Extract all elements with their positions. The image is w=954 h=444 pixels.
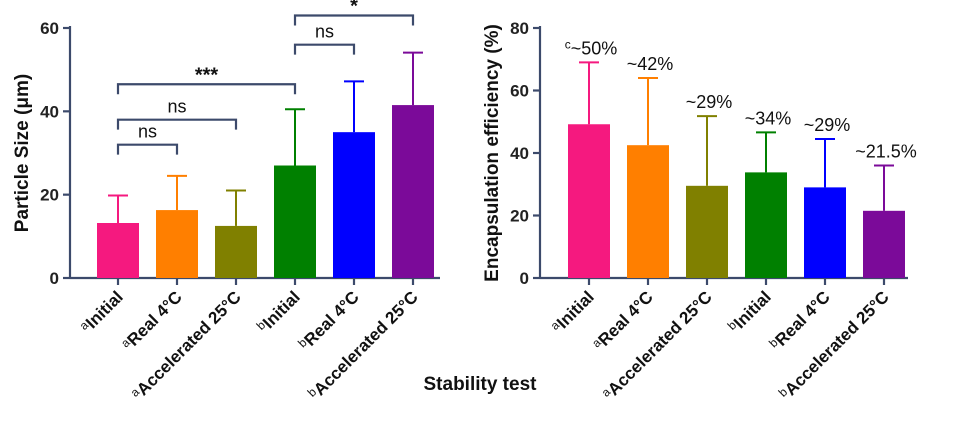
x-tick-label-text: Accelerated 25°C [604, 287, 716, 399]
y-tick-label: 0 [520, 269, 529, 288]
y-tick-label: 20 [40, 186, 59, 205]
data-label-superscript: c [565, 37, 571, 51]
x-tick-label-text: Initial [259, 287, 304, 332]
data-label-text: ~29% [804, 115, 851, 135]
bar [627, 145, 669, 278]
significance-bracket [293, 14, 415, 26]
y-tick-label: 20 [510, 207, 529, 226]
bar [804, 187, 846, 278]
data-label-text: ~50% [571, 38, 618, 58]
y-tick-label: 0 [50, 269, 59, 288]
x-tick-label-text: Initial [82, 287, 127, 332]
significance-label: ns [315, 22, 334, 42]
data-label-text: ~29% [686, 92, 733, 112]
data-label-text: ~21.5% [855, 142, 917, 162]
significance-label: *** [195, 64, 219, 86]
y-tick-label: 40 [40, 102, 59, 121]
data-label: ~29% [804, 115, 851, 135]
bar [156, 210, 198, 278]
significance-bracket [293, 43, 356, 55]
x-axis-title: Stability test [423, 374, 537, 395]
bar [392, 105, 434, 278]
x-tick-label-text: Initial [553, 287, 598, 332]
x-tick-label-text: Real 4°C [594, 287, 656, 349]
significance-bracket [116, 143, 179, 155]
significance-bracket [116, 118, 238, 130]
x-tick-label-text: Real 4°C [123, 287, 185, 349]
x-tick-label: bInitial [254, 287, 304, 337]
x-tick-label-text: Real 4°C [771, 287, 833, 349]
significance-bracket [116, 83, 297, 95]
x-tick-label: aAccelerated 25°C [599, 287, 716, 404]
bar [863, 210, 905, 278]
significance-label: * [350, 0, 358, 18]
significance-label: ns [138, 122, 157, 142]
y-tick-label: 60 [510, 82, 529, 101]
x-tick-label-text: Accelerated 25°C [133, 287, 245, 399]
data-label: ~21.5% [855, 142, 917, 162]
data-label: ~29% [686, 92, 733, 112]
data-label: ~34% [745, 108, 792, 128]
x-tick-label: bInitial [725, 287, 775, 337]
data-label: ~42% [627, 54, 674, 74]
y-tick-label: 60 [40, 19, 59, 38]
x-tick-label-text: Initial [730, 287, 775, 332]
y-tick-label: 40 [510, 144, 529, 163]
bar [333, 132, 375, 278]
data-label-text: ~42% [627, 54, 674, 74]
data-label-text: ~34% [745, 108, 792, 128]
x-tick-label-text: Accelerated 25°C [781, 287, 893, 399]
bar [215, 225, 257, 278]
bar [97, 223, 139, 278]
bar [274, 165, 316, 278]
bar [686, 185, 728, 278]
x-tick-label: aInitial [77, 287, 127, 337]
y-axis-label: Particle Size (μm) [12, 74, 33, 232]
x-tick-label: bAccelerated 25°C [776, 287, 893, 404]
data-label: c~50% [565, 37, 618, 58]
significance-label: ns [167, 97, 186, 117]
x-tick-label: aAccelerated 25°C [128, 287, 245, 404]
bar [745, 172, 787, 278]
bar [568, 124, 610, 278]
encapsulation-efficiency-chart: 0 20 40 60 80 Encapsulation efficiency (%) aIn… [482, 19, 917, 404]
x-tick-label: aInitial [548, 287, 598, 337]
x-tick-label-text: Real 4°C [300, 287, 362, 349]
y-axis-label: Encapsulation efficiency (%) [482, 24, 503, 282]
y-tick-label: 80 [510, 19, 529, 38]
